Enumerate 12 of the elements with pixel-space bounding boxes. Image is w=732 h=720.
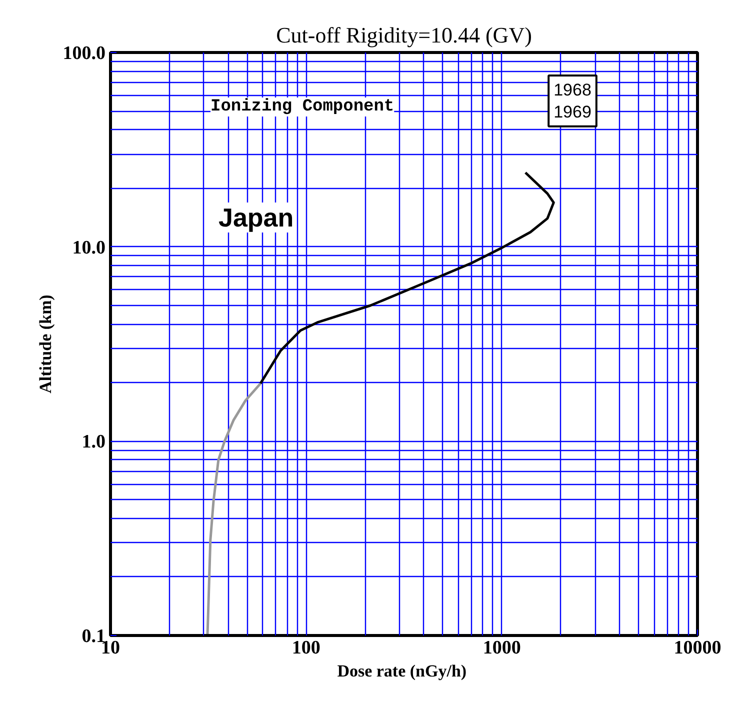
y-tick-label: 10.0 [72, 237, 106, 258]
x-tick-label: 1000 [482, 638, 521, 658]
y-tick-label: 100.0 [62, 43, 106, 64]
annotation: Ionizing Component [210, 98, 394, 116]
annotation: Japan [218, 202, 294, 232]
x-axis-title: Dose rate (nGy/h) [337, 662, 467, 680]
x-tick-label: 10000 [674, 638, 722, 658]
chart-title: Cut-off Rigidity=10.44 (GV) [276, 22, 532, 48]
y-tick-label: 1.0 [82, 432, 106, 453]
y-axis-title: Altitude (km) [36, 294, 55, 394]
annotation: 1968 1969 [554, 80, 592, 122]
x-tick-label: 100 [292, 638, 320, 658]
